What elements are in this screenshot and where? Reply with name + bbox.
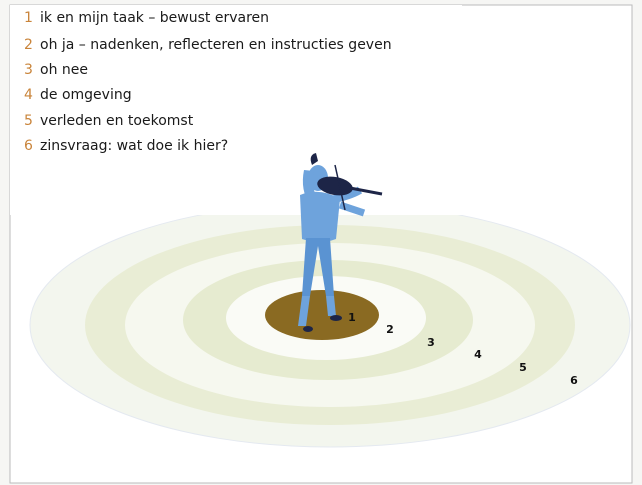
ring-label: 5 [519,361,527,374]
ring-label: 6 [570,374,578,387]
item-text: verleden en toekomst [40,113,194,129]
item-text: de omgeving [40,87,132,103]
ring-label: 2 [386,323,394,336]
page: {"items": [ {"number": "1", "text": "ik … [0,0,642,485]
ring-label: 3 [427,336,435,349]
item-number: 1 [24,10,33,26]
item-text: zinsvraag: wat doe ik hier? [40,138,228,154]
item-number: 3 [24,62,33,78]
ring-1 [265,290,379,340]
item-number: 4 [24,87,33,103]
item-text: oh nee [40,62,88,78]
ring-label: 4 [474,348,482,361]
item-number: 2 [24,37,33,53]
item-number: 6 [24,138,33,154]
ring-label: 1 [348,311,356,324]
item-text: oh ja – nadenken, reflecteren en instruc… [40,37,392,53]
item-number: 5 [24,113,33,129]
item-text: ik en mijn taak – bewust ervaren [40,10,269,26]
illustration: 1 ik en mijn taak – bewust ervaren 2 oh ja … [0,0,642,485]
